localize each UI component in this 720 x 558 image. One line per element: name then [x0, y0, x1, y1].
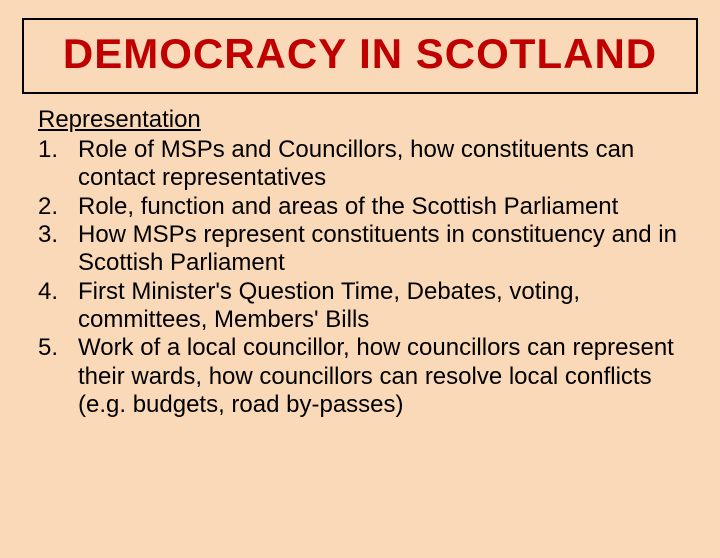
list-item: 3. How MSPs represent constituents in co… — [38, 221, 682, 278]
list-text: How MSPs represent constituents in const… — [78, 221, 682, 278]
list-number: 5. — [38, 334, 78, 362]
list-text: Role of MSPs and Councillors, how consti… — [78, 136, 682, 193]
list-number: 4. — [38, 278, 78, 306]
list-item: 2. Role, function and areas of the Scott… — [38, 193, 682, 221]
list-number: 3. — [38, 221, 78, 249]
list-text: Work of a local councillor, how councill… — [78, 334, 682, 419]
list-number: 2. — [38, 193, 78, 221]
list-text: Role, function and areas of the Scottish… — [78, 193, 682, 221]
list-item: 5. Work of a local councillor, how counc… — [38, 334, 682, 419]
list-number: 1. — [38, 136, 78, 164]
list-text: First Minister's Question Time, Debates,… — [78, 278, 682, 335]
content-area: Representation 1. Role of MSPs and Counc… — [38, 106, 682, 419]
slide-title: DEMOCRACY IN SCOTLAND — [32, 30, 688, 78]
section-heading: Representation — [38, 106, 682, 134]
title-box: DEMOCRACY IN SCOTLAND — [22, 18, 698, 94]
numbered-list: 1. Role of MSPs and Councillors, how con… — [38, 136, 682, 419]
list-item: 4. First Minister's Question Time, Debat… — [38, 278, 682, 335]
list-item: 1. Role of MSPs and Councillors, how con… — [38, 136, 682, 193]
